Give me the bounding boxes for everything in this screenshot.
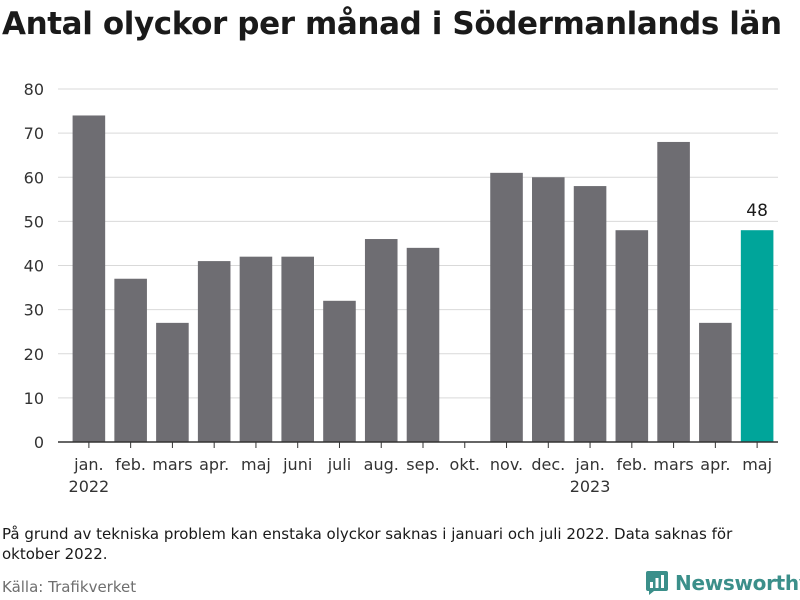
bar: [239, 256, 273, 442]
y-tick-label: 50: [24, 212, 44, 231]
bar: [281, 256, 314, 442]
y-tick-label: 30: [24, 301, 44, 320]
x-tick-label: jan.: [73, 455, 103, 474]
y-tick-label: 80: [24, 80, 44, 99]
x-tick-label: mars: [152, 455, 192, 474]
bar: [364, 239, 398, 442]
data-labels: 48: [746, 201, 768, 221]
x-tick-label: jan.: [574, 455, 604, 474]
bar: [657, 141, 690, 442]
data-label: 48: [746, 201, 768, 221]
x-tick-label: aug.: [364, 455, 399, 474]
x-tick-label: okt.: [450, 455, 480, 474]
y-tick-label: 70: [24, 124, 44, 143]
y-tick-label: 60: [24, 168, 44, 187]
y-axis: 0 10 20 30 40 50 60 70 80: [24, 80, 44, 452]
bars: [72, 115, 774, 442]
x-tick-label: mars: [653, 455, 693, 474]
x-year-label: 2023: [570, 477, 611, 496]
x-tick-label: juni: [282, 455, 312, 474]
chart-title: Antal olyckor per månad i Södermanlands …: [2, 6, 782, 42]
x-tick-label: dec.: [531, 455, 565, 474]
source-note: Källa: Trafikverket: [2, 578, 137, 596]
bar: [740, 230, 774, 442]
bar: [72, 115, 106, 442]
x-tick-label: feb.: [115, 455, 146, 474]
footnote: På grund av tekniska problem kan enstaka…: [2, 525, 733, 563]
bar: [114, 278, 147, 442]
bar: [406, 247, 440, 442]
bar-chart: 0 10 20 30 40 50 60 70 80 48 jan. feb. mars apr. maj…: [24, 80, 778, 496]
bar: [490, 172, 523, 442]
newsworthy-logo-icon: [646, 571, 668, 595]
x-tick-label: apr.: [700, 455, 730, 474]
y-tick-label: 10: [24, 389, 44, 408]
x-tick-label: apr.: [199, 455, 229, 474]
bar: [699, 322, 732, 442]
brand-logo[interactable]: Newsworthy: [645, 568, 800, 598]
bar: [156, 322, 189, 442]
x-tick-label: maj: [742, 455, 772, 474]
x-tick-label: nov.: [490, 455, 523, 474]
bar: [573, 186, 607, 442]
y-tick-label: 20: [24, 345, 44, 364]
brand-name: Newsworthy: [675, 571, 800, 595]
x-year-label: 2022: [69, 477, 110, 496]
bar: [323, 300, 356, 442]
bar: [615, 230, 649, 442]
x-axis: jan. feb. mars apr. maj juni juli aug. sep. okt. n…: [58, 441, 778, 496]
x-tick-label: juli: [327, 455, 351, 474]
y-tick-label: 40: [24, 257, 44, 276]
bar: [532, 177, 565, 442]
x-tick-label: maj: [241, 455, 271, 474]
y-tick-label: 0: [34, 433, 44, 452]
x-tick-label: sep.: [406, 455, 439, 474]
x-tick-label: feb.: [616, 455, 647, 474]
bar: [197, 261, 231, 442]
